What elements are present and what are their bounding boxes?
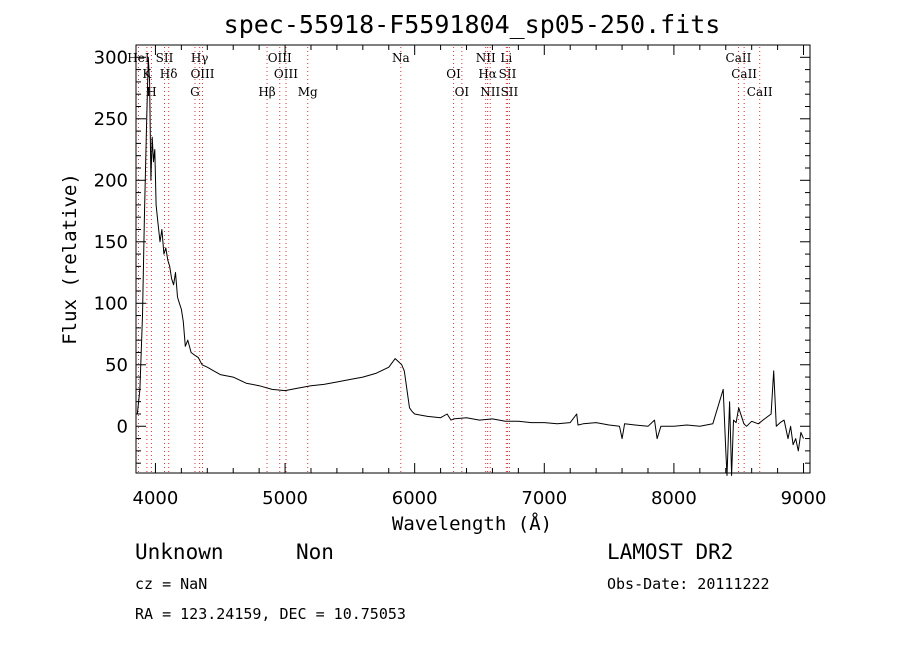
x-tick-label: 7000	[521, 488, 567, 509]
x-tick-label: 8000	[651, 488, 697, 509]
y-axis-label: Flux (relative)	[59, 173, 81, 345]
line-marker-label: Hβ	[258, 85, 275, 99]
line-marker-label: NII	[476, 51, 496, 65]
line-marker-label: Li	[500, 51, 512, 65]
plot-frame	[135, 44, 811, 474]
line-marker-label: CaII	[731, 67, 757, 81]
line-marker-label: CaII	[726, 51, 752, 65]
line-marker-label: OI	[455, 85, 470, 99]
line-marker-label: CaII	[747, 85, 773, 99]
obs-date-text: Obs-Date: 20111222	[607, 575, 770, 593]
x-tick-label: 4000	[133, 488, 179, 509]
y-tick-label: 200	[94, 170, 128, 191]
line-marker-label: HeI	[127, 51, 150, 65]
y-tick-label: 0	[117, 416, 128, 437]
line-marker-label: OIII	[268, 51, 292, 65]
x-tick-label: 6000	[392, 488, 438, 509]
line-marker-label: Hδ	[160, 67, 178, 81]
line-marker-label: Na	[392, 51, 410, 65]
tick-layer: 4000 5000 6000 7000 8000 9000 0 50 100 150 200 250 3…	[94, 44, 827, 509]
series-layer	[136, 56, 804, 476]
y-tick-label: 150	[94, 232, 128, 253]
line-marker-label: OI	[446, 67, 461, 81]
line-marker-label: SII	[156, 51, 174, 65]
x-axis-label: Wavelength (Å)	[392, 512, 552, 535]
line-marker-label: H	[146, 85, 156, 99]
line-marker-label: Hα	[478, 67, 497, 81]
chart-title: spec-55918-F5591804_sp05-250.fits	[224, 10, 721, 39]
subclass-text: Non	[296, 540, 334, 564]
y-tick-label: 250	[94, 109, 128, 130]
y-tick-label: 50	[105, 355, 128, 376]
coordinates-text: RA = 123.24159, DEC = 10.75053	[135, 605, 406, 623]
line-marker-label: OIII	[190, 67, 214, 81]
line-marker-label: OIII	[274, 67, 298, 81]
x-tick-label: 5000	[262, 488, 308, 509]
line-marker-label: Hγ	[191, 51, 209, 65]
survey-text: LAMOST DR2	[607, 540, 733, 564]
redshift-text: cz = NaN	[135, 575, 207, 593]
y-tick-label: 100	[94, 293, 128, 314]
y-tick-label: 300	[94, 47, 128, 68]
line-marker-label: G	[190, 85, 200, 99]
line-marker-label: SII	[501, 85, 519, 99]
line-marker-label: NII	[480, 85, 500, 99]
class-text: Unknown	[135, 540, 224, 564]
line-marker-label: SII	[499, 67, 517, 81]
spectrum-line	[136, 56, 804, 476]
x-tick-label: 9000	[781, 488, 827, 509]
line-marker-label: Mg	[298, 85, 318, 99]
line-marker-layer: HeIKHSIIHδGHγOIIIHβOIIIOIIIMgNaOIOINIIHα…	[127, 47, 773, 472]
